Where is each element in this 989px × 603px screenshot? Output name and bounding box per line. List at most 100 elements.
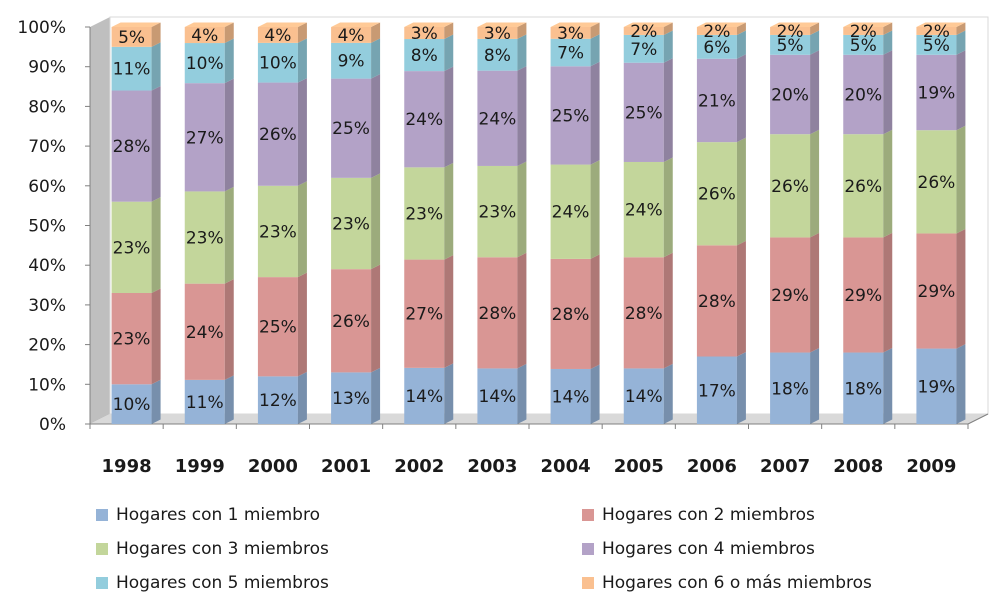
bar-segment bbox=[843, 54, 884, 135]
data-label: 8% bbox=[484, 46, 511, 66]
data-label: 27% bbox=[186, 128, 224, 148]
bar-segment-side bbox=[736, 137, 746, 246]
x-tick-label: 2008 bbox=[833, 456, 883, 477]
legend-item-6-o-mas-miembros: Hogares con 6 o más miembros bbox=[582, 573, 872, 593]
bar-segment bbox=[843, 237, 884, 353]
bar-segment-side bbox=[224, 375, 234, 424]
bar-segment bbox=[184, 83, 225, 192]
data-label: 4% bbox=[264, 26, 291, 46]
bar-segment bbox=[477, 27, 518, 39]
data-label: 23% bbox=[259, 222, 297, 242]
bar-segment-side bbox=[736, 352, 746, 424]
legend-swatch bbox=[582, 509, 594, 521]
data-label: 11% bbox=[186, 393, 224, 413]
y-tick-label: 0% bbox=[39, 415, 66, 435]
data-label: 24% bbox=[625, 201, 663, 221]
bar-segment bbox=[770, 237, 811, 353]
x-tick-label: 1999 bbox=[175, 456, 225, 477]
data-label: 7% bbox=[557, 44, 584, 64]
bar-segment bbox=[550, 27, 591, 39]
data-label: 28% bbox=[698, 292, 736, 312]
bar-segment-side bbox=[590, 254, 600, 369]
bar-segment-side bbox=[371, 173, 381, 270]
bar-segment bbox=[770, 27, 811, 35]
data-label: 28% bbox=[479, 304, 517, 324]
legend-label: Hogares con 1 miembro bbox=[116, 505, 320, 525]
bar-segment-side bbox=[590, 160, 600, 259]
data-label: 18% bbox=[771, 379, 809, 399]
bar-segment bbox=[843, 27, 884, 35]
bar-top bbox=[257, 22, 307, 27]
data-label: 2% bbox=[850, 22, 877, 42]
bar-segment bbox=[916, 54, 957, 131]
bar-segment bbox=[696, 245, 737, 357]
bar-segment bbox=[257, 185, 298, 278]
y-tick-label: 10% bbox=[28, 375, 66, 395]
y-tick-label: 30% bbox=[28, 296, 66, 316]
y-tick-label: 40% bbox=[28, 256, 66, 276]
bar-segment-side bbox=[224, 22, 234, 44]
bar-segment-side bbox=[371, 264, 381, 373]
bar-segment-side bbox=[663, 157, 673, 258]
legend-swatch bbox=[96, 543, 108, 555]
bar-segment-side bbox=[444, 22, 454, 40]
bar-top bbox=[696, 22, 746, 27]
bar-segment bbox=[331, 177, 372, 270]
bar-segment bbox=[550, 258, 591, 369]
bar-segment-side bbox=[297, 181, 307, 278]
data-label: 20% bbox=[844, 85, 882, 105]
bar-segment bbox=[404, 367, 445, 424]
bar-segment-side bbox=[371, 74, 381, 178]
data-label: 10% bbox=[259, 54, 297, 74]
bar-segment bbox=[111, 292, 152, 385]
bar-segment-side bbox=[151, 42, 161, 91]
bar-segment bbox=[331, 372, 372, 424]
data-label: 29% bbox=[771, 286, 809, 306]
bar-segment bbox=[404, 27, 445, 40]
bar-segment bbox=[331, 42, 372, 79]
bar-segment-side bbox=[883, 30, 893, 55]
bar-segment-side bbox=[371, 367, 381, 424]
bar-segment bbox=[184, 43, 225, 84]
data-label: 11% bbox=[113, 60, 151, 80]
bar-segment-side bbox=[810, 22, 820, 35]
data-label: 5% bbox=[118, 28, 145, 48]
bar-top bbox=[477, 22, 527, 27]
bar-segment bbox=[184, 191, 225, 284]
data-label: 14% bbox=[552, 387, 590, 407]
bar-segment bbox=[257, 82, 298, 186]
data-label: 14% bbox=[625, 387, 663, 407]
bar-segment-side bbox=[297, 22, 307, 43]
bar-segment-side bbox=[956, 50, 966, 131]
bar-segment bbox=[550, 38, 591, 67]
bar-segment bbox=[770, 352, 811, 424]
bar-segment-side bbox=[517, 34, 527, 71]
data-label: 5% bbox=[777, 36, 804, 56]
legend-label: Hogares con 3 miembros bbox=[116, 539, 329, 559]
bar-segment bbox=[623, 34, 664, 63]
legend-label: Hogares con 4 miembros bbox=[602, 539, 815, 559]
bar-segment bbox=[477, 38, 518, 71]
data-label: 19% bbox=[918, 377, 956, 397]
bar-segment-side bbox=[517, 161, 527, 258]
data-label: 27% bbox=[405, 305, 443, 325]
y-tick-label: 20% bbox=[28, 336, 66, 356]
bar-segment-side bbox=[956, 30, 966, 55]
bar-segment-side bbox=[810, 30, 820, 55]
x-tick-label: 2003 bbox=[467, 456, 517, 477]
data-label: 5% bbox=[923, 36, 950, 56]
bar-segment bbox=[331, 269, 372, 373]
bar-top bbox=[916, 22, 966, 27]
bar-segment-side bbox=[956, 22, 966, 35]
bar-top bbox=[623, 22, 673, 27]
bar-segment bbox=[404, 167, 445, 260]
bar-segment-side bbox=[297, 371, 307, 424]
bar-segment-side bbox=[663, 22, 673, 35]
data-label: 8% bbox=[411, 46, 438, 66]
bar-segment-side bbox=[736, 240, 746, 357]
bar-segment-side bbox=[883, 348, 893, 424]
bar-segment bbox=[184, 379, 225, 424]
data-label: 26% bbox=[698, 185, 736, 205]
bar-segment-side bbox=[371, 22, 381, 43]
